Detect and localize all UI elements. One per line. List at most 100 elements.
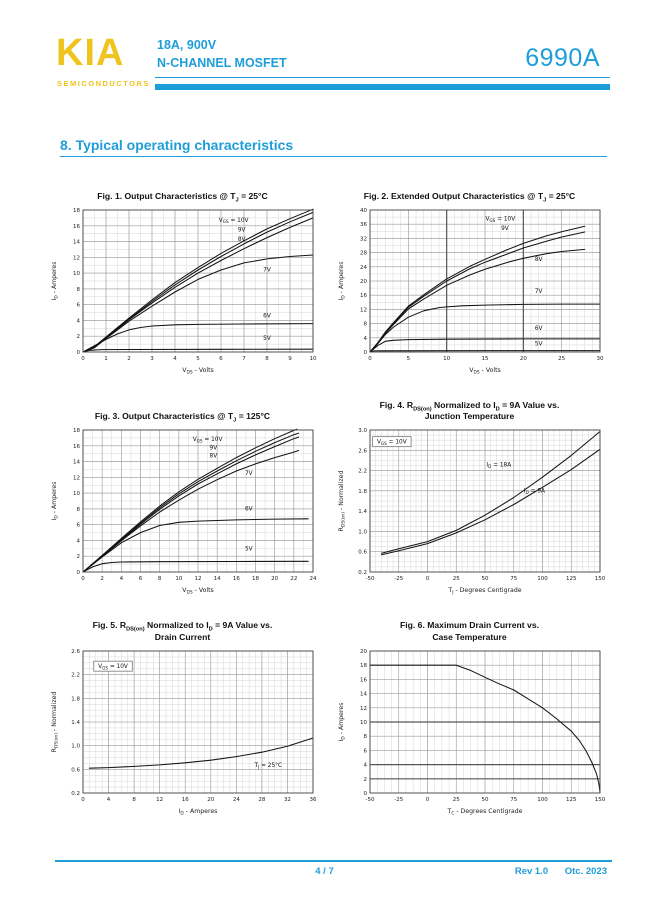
svg-text:10: 10 — [175, 576, 182, 582]
svg-text:4: 4 — [363, 336, 367, 342]
figure-5: Fig. 5. RDS(on) Normalized to ID = 9A Va… — [47, 620, 319, 820]
svg-text:25: 25 — [452, 797, 459, 803]
figure-2: Fig. 2. Extended Output Characteristics … — [334, 180, 606, 380]
svg-text:2.2: 2.2 — [71, 672, 80, 678]
svg-text:12: 12 — [73, 255, 80, 261]
figure-title-line: Case Temperature — [432, 631, 507, 642]
svg-text:6: 6 — [363, 748, 367, 754]
svg-text:32: 32 — [283, 797, 290, 803]
svg-text:4: 4 — [363, 762, 367, 768]
revision-info: Rev 1.0 Otc. 2023 — [515, 866, 607, 877]
svg-text:10: 10 — [73, 491, 80, 497]
svg-text:24: 24 — [309, 576, 316, 582]
svg-text:32: 32 — [360, 236, 367, 242]
svg-text:9: 9 — [288, 356, 292, 362]
svg-text:2.2: 2.2 — [358, 469, 367, 475]
svg-text:20: 20 — [360, 649, 367, 655]
svg-text:10: 10 — [73, 271, 80, 277]
svg-text:2: 2 — [127, 356, 131, 362]
svg-text:8V: 8V — [237, 237, 245, 243]
figure-4-chart: -50 -25 0 25 50 75 100 125 150 0.2 0.6 1.0 1.4 1.8 2.2… — [338, 428, 606, 595]
svg-text:VGS = 10V: VGS = 10V — [218, 218, 248, 224]
header-rule-thin — [155, 77, 610, 79]
svg-text:1: 1 — [104, 356, 108, 362]
section-heading: 8. Typical operating characteristics — [60, 137, 607, 157]
svg-text:14: 14 — [360, 691, 367, 697]
svg-text:8: 8 — [76, 287, 80, 293]
device-rating: 18A, 900V — [157, 38, 217, 52]
header-rule-thick — [155, 84, 610, 90]
svg-text:RDS(on) - Normalized: RDS(on) - Normalized — [51, 691, 59, 752]
svg-text:5V: 5V — [244, 547, 252, 553]
svg-text:ID = 18A: ID = 18A — [486, 463, 511, 469]
svg-text:18: 18 — [360, 663, 367, 669]
svg-text:6V: 6V — [263, 313, 271, 319]
svg-text:6: 6 — [138, 576, 142, 582]
svg-text:20: 20 — [360, 279, 367, 285]
svg-text:0: 0 — [81, 576, 85, 582]
svg-text:16: 16 — [181, 797, 188, 803]
svg-text:5V: 5V — [534, 341, 542, 347]
svg-text:50: 50 — [481, 797, 488, 803]
svg-text:24: 24 — [360, 265, 367, 271]
svg-text:6: 6 — [76, 523, 80, 529]
figure-title-line: Fig. 6. Maximum Drain Current vs. — [400, 620, 539, 631]
svg-text:7V: 7V — [534, 289, 542, 295]
device-summary: 18A, 900V N-CHANNEL MOSFET — [157, 37, 287, 72]
svg-text:VDS - Volts: VDS - Volts — [469, 367, 500, 375]
svg-text:4: 4 — [173, 356, 177, 362]
svg-text:30: 30 — [596, 356, 603, 362]
svg-text:16: 16 — [232, 576, 239, 582]
figure-6-title: Fig. 6. Maximum Drain Current vs. Case Te… — [334, 620, 606, 642]
svg-text:3.0: 3.0 — [358, 428, 367, 434]
svg-text:1.4: 1.4 — [358, 509, 367, 515]
svg-text:28: 28 — [258, 797, 265, 803]
figure-2-chart: 0 5 10 15 20 25 30 0 4 8 12 16 20 24 28 32 36 40 VDS - Vol… — [338, 208, 604, 375]
figure-3-chart: 0 2 4 6 8 10 12 14 16 18 20 22 24024681012141618VDS … — [51, 428, 317, 595]
svg-text:ID - Amperes: ID - Amperes — [338, 702, 346, 741]
svg-text:7V: 7V — [263, 268, 271, 274]
svg-text:9V: 9V — [501, 226, 509, 232]
svg-text:0: 0 — [363, 791, 367, 797]
svg-text:10: 10 — [309, 356, 316, 362]
svg-text:2: 2 — [76, 334, 80, 340]
svg-text:16: 16 — [73, 444, 80, 450]
svg-text:2: 2 — [100, 576, 104, 582]
svg-text:2: 2 — [363, 776, 367, 782]
svg-text:RDS(on) - Normalized: RDS(on) - Normalized — [338, 471, 346, 532]
svg-text:125: 125 — [566, 797, 577, 803]
svg-text:TJ - Degrees Centigrade: TJ - Degrees Centigrade — [447, 587, 521, 595]
svg-text:25: 25 — [452, 576, 459, 582]
svg-text:22: 22 — [290, 576, 297, 582]
svg-text:100: 100 — [537, 797, 548, 803]
svg-text:75: 75 — [510, 576, 517, 582]
svg-text:VGS = 10V: VGS = 10V — [192, 437, 222, 443]
svg-text:20: 20 — [519, 356, 526, 362]
svg-text:VGS = 10V: VGS = 10V — [98, 664, 128, 670]
svg-text:7V: 7V — [244, 471, 252, 477]
svg-text:-25: -25 — [394, 576, 403, 582]
svg-text:150: 150 — [594, 576, 605, 582]
svg-text:10: 10 — [360, 720, 367, 726]
svg-text:12: 12 — [360, 705, 367, 711]
svg-text:1.0: 1.0 — [358, 530, 367, 536]
svg-text:14: 14 — [213, 576, 220, 582]
svg-text:4: 4 — [76, 538, 80, 544]
svg-text:3: 3 — [150, 356, 154, 362]
svg-text:16: 16 — [360, 677, 367, 683]
figure-3: Fig. 3. Output Characteristics @ TJ = 12… — [47, 400, 319, 600]
svg-text:VGS = 10V: VGS = 10V — [485, 217, 515, 223]
svg-text:16: 16 — [360, 293, 367, 299]
svg-text:20: 20 — [207, 797, 214, 803]
svg-text:150: 150 — [594, 797, 605, 803]
figure-1-title: Fig. 1. Output Characteristics @ TJ = 25… — [47, 180, 319, 204]
svg-text:18: 18 — [252, 576, 259, 582]
svg-text:8: 8 — [76, 507, 80, 513]
figure-5-title: Fig. 5. RDS(on) Normalized to ID = 9A Va… — [47, 620, 319, 642]
page-number: 4 / 7 — [315, 866, 334, 877]
figure-title-line: Fig. 2. Extended Output Characteristics … — [363, 190, 576, 204]
svg-text:ID = 9A: ID = 9A — [523, 489, 544, 495]
figure-title-line: Drain Current — [154, 631, 211, 642]
svg-text:9V: 9V — [237, 227, 245, 233]
